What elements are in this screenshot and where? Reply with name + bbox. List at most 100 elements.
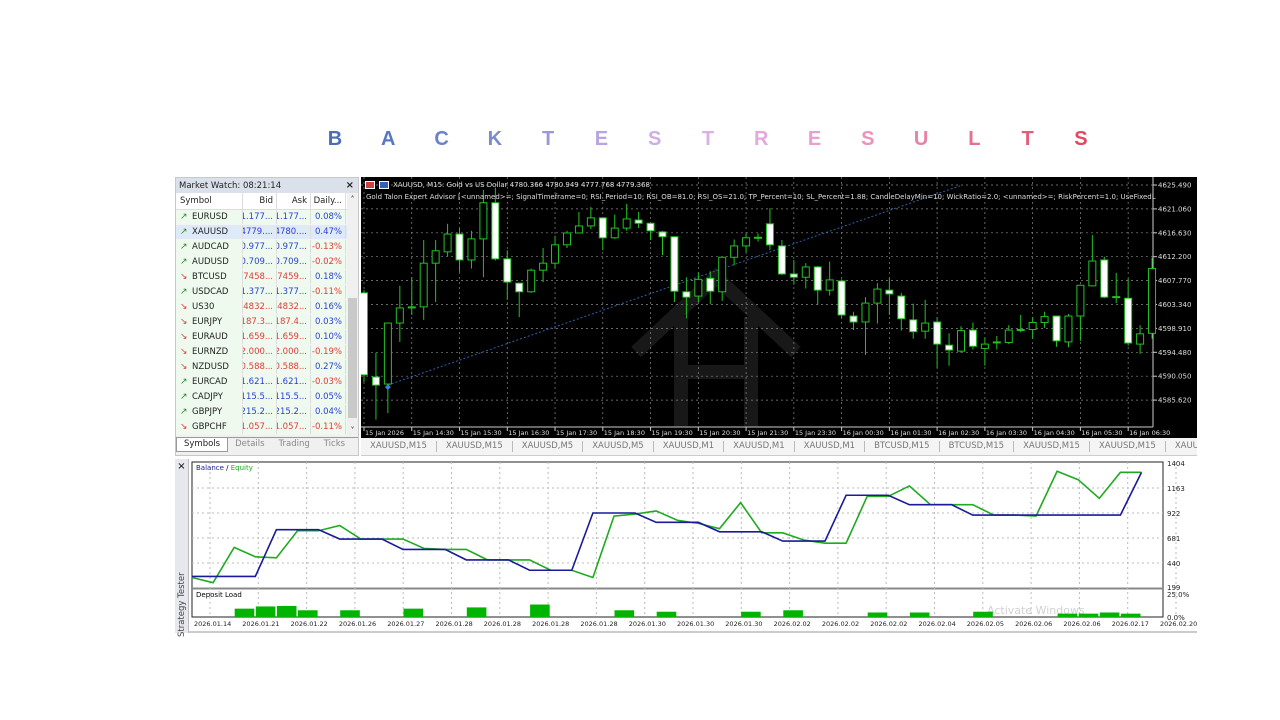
arrow-up-icon: ↗ [180, 377, 188, 387]
arrow-up-icon: ↗ [180, 242, 188, 252]
date-label: 2026.02.02 [870, 620, 907, 628]
ask-price: 1.621... [277, 375, 311, 389]
chart-tab[interactable]: XAUUSD,M15 [361, 441, 437, 452]
daily-change: 0.03% [311, 315, 346, 329]
tab-symbols[interactable]: Symbols [176, 438, 229, 452]
ask-price: 1.377... [277, 285, 311, 299]
price-chart[interactable]: 4625.490 4621.060 4616.630 4612.200 4607.770… [360, 177, 1197, 438]
chart-tab[interactable]: XAUUSD,M5 [583, 441, 654, 452]
deposit-load-label: Deposit Load [196, 591, 242, 599]
price-label: 4603.340 [1158, 301, 1191, 309]
chart-tab[interactable]: BTCUSD,M15 [865, 441, 940, 452]
time-label: 16 Jan 01:30 [890, 429, 931, 437]
chart-tab[interactable]: XAUUSD,M1 [724, 441, 795, 452]
daily-change: 0.16% [311, 300, 346, 314]
chart-tab[interactable]: BTCUSD,M15 [940, 441, 1015, 452]
scroll-down-icon[interactable]: ˅ [350, 426, 355, 435]
candle [1088, 260, 1097, 287]
column-header-bid[interactable]: Bid [243, 193, 277, 209]
candle [419, 262, 428, 308]
deposit-load-bar [783, 610, 803, 617]
time-label: 15 Jan 20:30 [699, 429, 740, 437]
bid-price: 0.977... [243, 240, 277, 254]
deposit-load-bar [255, 606, 276, 617]
symbol-row[interactable]: ↗ EURUSD 1.177... 1.177... 0.08% [176, 210, 358, 225]
tab-trading[interactable]: Trading [278, 439, 310, 449]
column-header-ask[interactable]: Ask [277, 193, 311, 209]
symbol-name: EURAUD [192, 332, 228, 342]
close-icon[interactable]: × [345, 180, 354, 191]
chart-symbol-info: XAUUSD, M15: Gold vs US Dollar 4780.366 … [393, 181, 651, 189]
time-label: 16 Jan 00:30 [843, 429, 884, 437]
candle [658, 231, 667, 238]
column-header-symbol[interactable]: Symbol [176, 193, 243, 209]
symbol-row[interactable]: ↗ GBPJPY 215.2... 215.2... 0.04% [176, 405, 358, 420]
scrollbar[interactable]: ˄ ˅ [347, 193, 358, 435]
chart-tab[interactable]: XAUUSD,M15 [437, 441, 513, 452]
title-letter: U [913, 128, 929, 150]
trade-marker [384, 384, 391, 391]
candle [801, 266, 810, 278]
price-label: 4585.620 [1158, 397, 1191, 405]
candle [622, 218, 631, 229]
bid-price: 1.621... [243, 375, 277, 389]
close-icon[interactable]: × [177, 461, 186, 472]
symbol-row[interactable]: ↘ BTCUSD 7458... 7459... 0.18% [176, 270, 358, 285]
balance-axis-label: 922 [1167, 510, 1180, 518]
candlestick-chart[interactable]: 4625.490 4621.060 4616.630 4612.200 4607.770… [360, 177, 1197, 438]
candle [980, 343, 989, 349]
expert-advisor-params: Gold Talon Expert Advisor [<unnamed>=; S… [366, 193, 1156, 201]
bid-price: 2.000... [243, 345, 277, 359]
balance-axis-label: 440 [1167, 560, 1180, 568]
bid-price: 4832... [243, 300, 277, 314]
chart-tab[interactable]: XAUUSD,I [1166, 441, 1197, 452]
candle [1052, 315, 1061, 342]
chart-tab[interactable]: XAUUSD,M15 [1090, 441, 1166, 452]
candle [1148, 268, 1157, 334]
symbol-row[interactable]: ↗ EURCAD 1.621... 1.621... -0.03% [176, 375, 358, 390]
candle [467, 238, 476, 261]
scroll-up-icon[interactable]: ˄ [350, 195, 355, 204]
symbol-row[interactable]: ↘ EURAUD 1.659... 1.659... 0.10% [176, 330, 358, 345]
symbol-row[interactable]: ↘ EURJPY 187.3... 187.4... 0.03% [176, 315, 358, 330]
date-label: 2026.01.28 [580, 620, 617, 628]
ask-price: 2.000... [277, 345, 311, 359]
symbol-row[interactable]: ↗ USDCAD 1.377... 1.377... -0.11% [176, 285, 358, 300]
tab-details[interactable]: Details [235, 439, 265, 449]
symbol-row[interactable]: ↘ NZDUSD 0.588... 0.588... 0.27% [176, 360, 358, 375]
deposit-load-bar [276, 605, 297, 617]
symbol-row[interactable]: ↗ AUDCAD 0.977... 0.977... -0.13% [176, 240, 358, 255]
candle [670, 236, 679, 292]
deposit-load-bar [1078, 613, 1099, 617]
symbol-row[interactable]: ↗ AUDUSD 0.709... 0.709... -0.02% [176, 255, 358, 270]
price-label: 4612.200 [1158, 253, 1191, 261]
chart-tab[interactable]: XAUUSD,M1 [654, 441, 725, 452]
market-watch-header: Market Watch: 08:21:14 × [176, 178, 358, 193]
price-label: 4598.910 [1158, 325, 1191, 333]
symbol-name: USDCAD [192, 287, 229, 297]
symbol-row[interactable]: ↗ XAUUSD 4779.... 4780.... 0.47% [176, 225, 358, 240]
column-header-daily[interactable]: Daily... [311, 193, 346, 209]
bid-price: 1.177... [243, 210, 277, 224]
chart-tab[interactable]: XAUUSD,M5 [513, 441, 584, 452]
tab-ticks[interactable]: Ticks [323, 439, 346, 449]
time-label: 15 Jan 17:30 [556, 429, 597, 437]
chart-tab[interactable]: XAUUSD,M15 [1014, 441, 1090, 452]
arrow-down-icon: ↘ [180, 332, 188, 342]
title-letter: S [1074, 128, 1088, 150]
house-walls [674, 317, 758, 427]
symbol-name: AUDCAD [192, 242, 229, 252]
scrollbar-thumb[interactable] [348, 298, 357, 418]
symbol-row[interactable]: ↘ US30 4832... 4832... 0.16% [176, 300, 358, 315]
legend-balance: Balance [196, 464, 224, 472]
symbol-row[interactable]: ↗ CADJPY 115.5... 115.5... 0.05% [176, 390, 358, 405]
trend-line [387, 185, 962, 386]
price-label: 4625.490 [1158, 182, 1191, 190]
chart-tab[interactable]: XAUUSD,M1 [795, 441, 866, 452]
chart-menu-icon[interactable] [365, 181, 375, 189]
symbol-row[interactable]: ↘ GBPCHF 1.057... 1.057... -0.11% [176, 420, 358, 435]
symbol-name: NZDUSD [192, 362, 229, 372]
time-label: 15 Jan 21:30 [747, 429, 788, 437]
symbol-row[interactable]: ↘ EURNZD 2.000... 2.000... -0.19% [176, 345, 358, 360]
symbol-name: EURCAD [192, 377, 228, 387]
